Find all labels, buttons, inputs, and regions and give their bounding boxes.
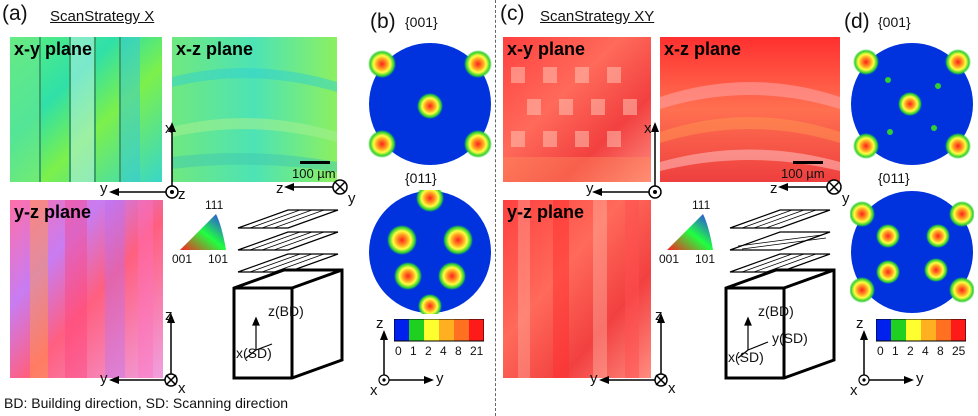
axis-z-xz-c: z [770,180,778,197]
colorbar-b-tick-5: 21 [470,344,484,358]
pf-001-d-label: {001} [878,14,911,30]
panel-b-label: (b) [370,10,396,33]
footnote: BD: Building direction, SD: Scanning dir… [4,395,289,411]
axis-y-pf-d: y [916,370,924,387]
axis-z-yz-a: z [165,307,173,324]
axes-xy-c [592,122,662,199]
axes-xz-c [778,179,842,195]
pf-011-b-label: {011} [405,170,437,186]
ipf-101-a: 101 [208,252,229,266]
pf-001-b-label: {001} [405,14,438,30]
axis-y-xy-a: y [100,180,108,197]
colorbar-d-tick-2: 2 [907,344,914,358]
cube-diagram-c [724,209,836,380]
axis-y-xz-c: y [842,190,850,207]
colorbar-d-tick-3: 4 [922,344,929,358]
panel-c-strategy: ScanStrategy XY [540,8,655,25]
scale-label-a: 100 µm [292,166,336,181]
axes-yz-c [599,313,668,387]
colorbar-b-tick-3: 4 [440,344,447,358]
axes-xz-a [284,179,348,195]
axis-z-pf-b: z [376,315,384,332]
axis-y-xy-c: y [586,180,594,197]
colorbar-d [876,319,966,342]
pole-figure-011-d [850,191,974,313]
colorbar-d-tick-4: 8 [937,344,944,358]
map-yz-c: y-z plane [503,200,651,378]
pf-011-d-label: {011} [878,170,910,186]
axes-pf-d [858,330,914,386]
map-xy-c: x-y plane [503,37,651,182]
map-xy-a: x-y plane [10,37,162,182]
ipf-triangle-c [667,214,713,250]
ipf-001-a: 001 [172,252,193,266]
colorbar-d-tick-0: 0 [877,344,884,358]
scale-bar-c [793,161,823,164]
axes-yz-a [109,313,178,387]
scale-label-c: 100 µm [781,166,825,181]
map-xz-a: x-z plane [172,37,337,182]
axis-x-pf-b: x [370,382,378,399]
axis-z-xz-a: z [276,180,284,197]
pole-figure-011-b [369,190,491,314]
axes-xy-a [109,122,179,199]
map-xz-c-title: x-z plane [664,39,742,59]
map-yz-a-title: y-z plane [14,202,92,222]
ipf-001-c: 001 [659,252,680,266]
pole-figure-001-b [368,43,492,165]
map-yz-c-title: y-z plane [507,202,585,222]
map-xz-a-title: x-z plane [176,39,254,59]
axis-z-xy-a: z [178,186,186,203]
ipf-111-c: 111 [692,198,711,212]
panel-a-strategy: ScanStrategy X [50,8,155,25]
pole-figure-001-d [851,43,973,165]
cube-bd-a: z(BD) [268,303,304,319]
colorbar-b-tick-1: 1 [410,344,417,358]
axis-z-yz-c: z [655,307,663,324]
cube-sd-a: x(SD) [236,345,272,361]
cube-bd-c: z(BD) [758,303,794,319]
axis-x-pf-d: x [850,382,858,399]
axis-y-yz-c: y [590,370,598,387]
map-xy-c-title: x-y plane [507,39,586,59]
panel-d-label: (d) [844,10,870,33]
panel-a-label: (a) [2,2,28,25]
axis-y-xz-a: y [348,190,356,207]
axis-x-yz-a: x [178,380,186,397]
map-yz-a: y-z plane [10,200,163,378]
colorbar-b-tick-4: 8 [455,344,462,358]
cube-sd-c: x(SD) [728,349,764,365]
axis-x-xy-a: x [165,120,173,137]
axis-y-yz-a: y [100,370,108,387]
colorbar-b-tick-0: 0 [395,344,402,358]
map-xy-a-title: x-y plane [14,39,93,59]
ipf-111-a: 111 [205,198,224,212]
panel-c-label: (c) [500,2,525,25]
axis-z-pf-d: z [856,315,864,332]
colorbar-d-tick-1: 1 [892,344,899,358]
scale-bar-a [300,161,330,164]
panel-separator [495,0,496,416]
ipf-101-c: 101 [695,252,716,266]
colorbar-b-tick-2: 2 [425,344,432,358]
ipf-triangle-a [180,214,226,250]
cube-ysd-c: y(SD) [772,330,808,346]
axis-x-yz-c: x [668,380,676,397]
map-xz-c: x-z plane [660,37,840,182]
colorbar-b [394,319,484,342]
axis-x-xy-c: x [644,120,652,137]
axes-pf-b [378,330,434,386]
colorbar-d-tick-5: 25 [952,344,966,358]
cube-diagram-a [232,209,344,380]
axis-y-pf-b: y [436,370,444,387]
